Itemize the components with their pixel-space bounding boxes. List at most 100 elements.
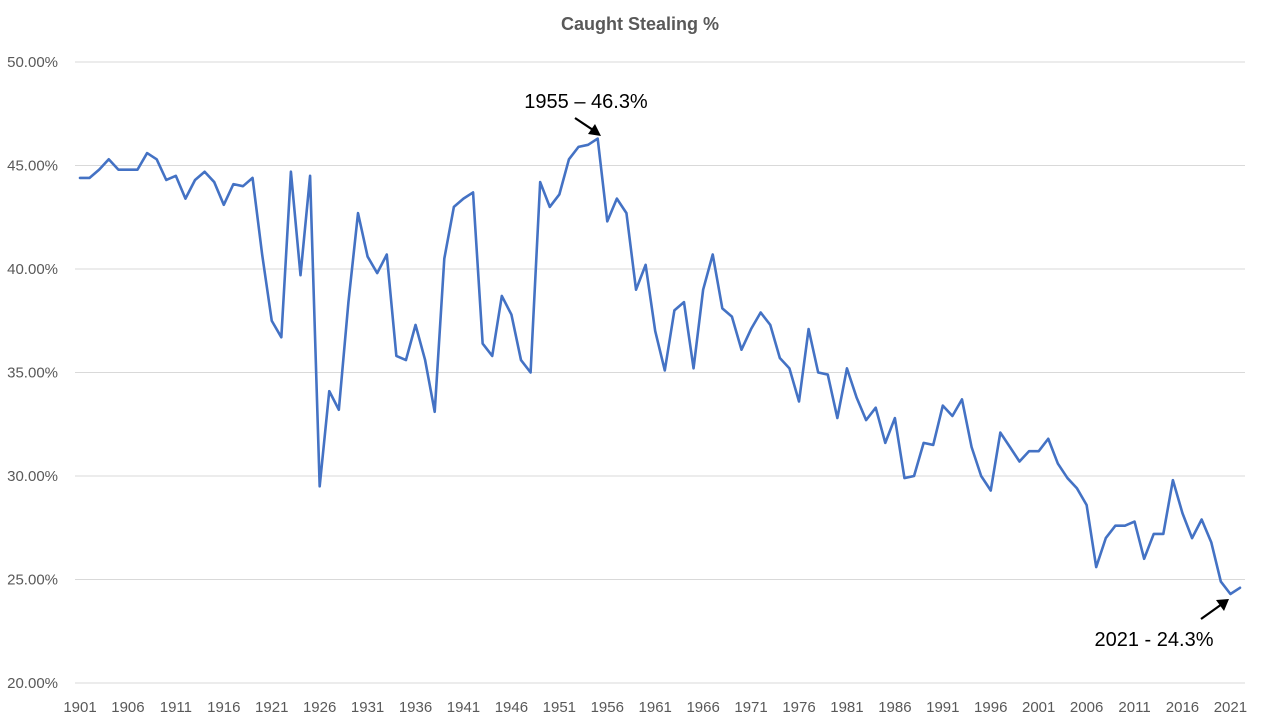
y-tick-label: 20.00% — [7, 675, 58, 692]
data-point — [443, 257, 446, 260]
data-point — [778, 357, 781, 359]
x-tick-label: 1946 — [495, 699, 528, 716]
y-tick-label: 40.00% — [7, 261, 58, 278]
data-point — [309, 174, 311, 177]
data-point — [970, 446, 973, 448]
data-point — [385, 253, 388, 256]
data-point — [1219, 580, 1222, 583]
y-axis-tick-labels: 20.00% 25.00% 30.00% 35.00% 40.00% 45.00% 50.0… — [7, 54, 58, 692]
data-point — [673, 309, 676, 312]
data-point — [702, 288, 705, 291]
x-tick-label: 1916 — [207, 699, 240, 716]
x-axis-tick-labels: 1901 1906 1911 1916 1921 1926 1931 1936 1941 1946… — [63, 699, 1247, 716]
data-point — [290, 170, 292, 173]
data-point — [663, 369, 666, 372]
data-point — [893, 417, 896, 419]
data-point — [500, 295, 503, 297]
data-point — [107, 158, 110, 161]
data-point — [1229, 593, 1232, 595]
data-points — [79, 137, 1241, 595]
annotation-1955: 1955 – 46.3% — [524, 91, 648, 136]
data-point — [922, 441, 925, 444]
x-tick-label: 1956 — [591, 699, 624, 716]
data-point — [117, 168, 120, 171]
data-point — [932, 444, 935, 446]
x-tick-label: 1901 — [63, 699, 96, 716]
y-tick-label: 45.00% — [7, 158, 58, 175]
gridlines — [75, 61, 1245, 684]
data-point — [1171, 479, 1174, 482]
data-point — [846, 367, 848, 370]
data-point — [127, 168, 129, 171]
data-point — [587, 143, 589, 146]
data-point — [644, 263, 647, 266]
data-point — [529, 371, 532, 374]
data-point — [1114, 524, 1117, 527]
data-point — [357, 212, 359, 215]
y-tick-label: 35.00% — [7, 365, 58, 382]
data-point — [1028, 450, 1030, 453]
data-point — [472, 191, 474, 194]
annotation-2021-arrow — [1200, 603, 1223, 620]
data-point — [1056, 462, 1059, 465]
annotation-1955-arrowhead — [588, 124, 601, 136]
data-point — [951, 415, 954, 417]
data-point — [836, 417, 839, 419]
data-point — [299, 274, 302, 277]
data-point — [366, 255, 369, 258]
data-point — [826, 373, 829, 376]
data-point — [481, 342, 484, 345]
data-point — [788, 367, 791, 370]
x-tick-label: 2006 — [1070, 699, 1103, 716]
data-point — [270, 319, 273, 322]
data-point — [548, 206, 551, 208]
data-point — [98, 168, 101, 171]
data-point — [433, 410, 436, 413]
data-point — [539, 181, 542, 183]
data-point — [242, 185, 244, 188]
data-point — [1133, 520, 1136, 523]
data-point — [606, 220, 609, 223]
data-point — [980, 475, 983, 477]
data-point — [596, 137, 599, 140]
data-point — [414, 323, 417, 326]
data-point — [1200, 518, 1203, 521]
data-point — [615, 197, 618, 200]
data-point — [405, 359, 407, 361]
annotation-1955-label: 1955 – 46.3% — [524, 91, 648, 113]
x-tick-label: 1976 — [782, 699, 815, 716]
x-tick-label: 1921 — [255, 699, 288, 716]
data-point — [635, 288, 637, 291]
y-tick-label: 25.00% — [7, 572, 58, 589]
x-tick-label: 1981 — [830, 699, 863, 716]
data-point — [1191, 537, 1193, 539]
x-tick-label: 1941 — [447, 699, 480, 716]
data-point — [194, 179, 196, 181]
x-tick-label: 1991 — [926, 699, 959, 716]
x-tick-label: 1961 — [639, 699, 672, 716]
data-point — [884, 441, 887, 444]
data-point — [1076, 487, 1078, 490]
x-tick-label: 2011 — [1118, 699, 1150, 716]
data-point — [759, 311, 762, 314]
data-point — [491, 355, 494, 357]
data-point — [798, 400, 800, 403]
chart-title: Caught Stealing % — [561, 14, 719, 34]
data-point — [807, 328, 810, 330]
data-point — [999, 431, 1002, 434]
x-tick-label: 1951 — [543, 699, 576, 716]
annotation-2021-label: 2021 - 24.3% — [1095, 629, 1214, 651]
data-point — [452, 206, 455, 208]
x-tick-label: 1966 — [686, 699, 719, 716]
data-point — [213, 181, 216, 183]
data-point — [337, 408, 340, 411]
data-point — [683, 301, 685, 304]
data-point — [855, 396, 858, 399]
data-point — [184, 197, 187, 200]
data-point — [721, 307, 724, 310]
data-point — [1104, 537, 1107, 539]
data-point — [328, 390, 331, 393]
data-point — [395, 355, 398, 357]
data-point — [1210, 541, 1213, 544]
data-point — [1037, 450, 1040, 453]
